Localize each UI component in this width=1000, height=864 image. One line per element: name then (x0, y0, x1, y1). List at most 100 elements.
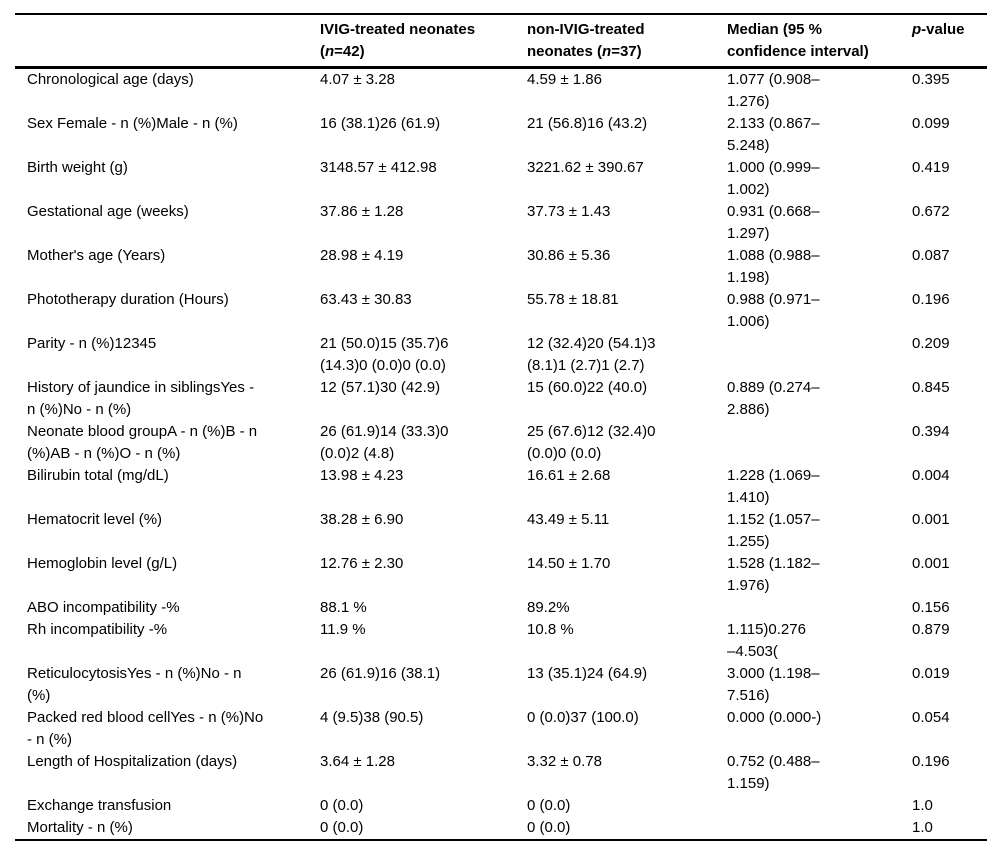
table-row: Chronological age (days) 4.07 ± 3.28 4.59 … (15, 68, 987, 114)
col-p-italic: p (912, 21, 922, 38)
col-p-value: p-value (912, 14, 987, 68)
table-row: History of jaundice in siblingsYes - n (… (15, 377, 987, 421)
cell-ivig: 12.76 ± 2.30 (320, 555, 404, 572)
cell-label: Packed red blood cellYes - n (%)No - n (… (27, 709, 264, 748)
cell-non_ivig: 3.32 ± 0.78 (527, 753, 602, 770)
cell-label: Neonate blood groupA - n (%)B - n (%)AB … (27, 423, 258, 462)
cell-p: 0.394 (912, 423, 950, 440)
cell-ivig: 37.86 ± 1.28 (320, 203, 404, 220)
cell-label: Parity - n (%)12345 (27, 335, 157, 352)
cell-median: 1.115)0.276 –4.503( (727, 621, 806, 660)
cell-ivig: 88.1 % (320, 599, 367, 616)
table-row: Neonate blood groupA - n (%)B - n (%)AB … (15, 421, 987, 465)
col-non-ivig-treated: non-IVIG-treated neonates (n=37) (527, 14, 727, 68)
cell-ivig: 26 (61.9)16 (38.1) (320, 665, 441, 682)
table-row: Mother's age (Years) 28.98 ± 4.19 30.86 ± … (15, 245, 987, 289)
col-non-ivig-text: non-IVIG-treated neonates ( (527, 21, 645, 60)
cell-ivig: 16 (38.1)26 (61.9) (320, 115, 441, 132)
cell-p: 0.395 (912, 71, 950, 88)
cell-ivig: 11.9 % (320, 621, 366, 638)
cell-median: 0.889 (0.274– 2.886) (727, 379, 820, 418)
table-row: ReticulocytosisYes - n (%)No - n (%) 26 (… (15, 663, 987, 707)
table-row: Sex Female - n (%)Male - n (%) 16 (38.1)2… (15, 113, 987, 157)
cell-label: Mother's age (Years) (27, 247, 166, 264)
col-p-suffix: -value (921, 21, 965, 38)
cell-ivig: 26 (61.9)14 (33.3)0 (0.0)2 (4.8) (320, 423, 449, 462)
table-row: Rh incompatibility -% 11.9 % 10.8 % 1.115)0… (15, 619, 987, 663)
cell-ivig: 38.28 ± 6.90 (320, 511, 404, 528)
table-row: Birth weight (g) 3148.57 ± 412.98 3221.62 … (15, 157, 987, 201)
table-row: Exchange transfusion 0 (0.0) 0 (0.0) 1.0 (15, 795, 987, 817)
table-row: Phototherapy duration (Hours) 63.43 ± 30.… (15, 289, 987, 333)
cell-non_ivig: 15 (60.0)22 (40.0) (527, 379, 648, 396)
table-body: Chronological age (days) 4.07 ± 3.28 4.59 … (15, 68, 987, 841)
table-row: Hemoglobin level (g/L) 12.76 ± 2.30 14.50 … (15, 553, 987, 597)
table-row: Parity - n (%)12345 21 (50.0)15 (35.7)6 (… (15, 333, 987, 377)
cell-median: 0.988 (0.971– 1.006) (727, 291, 820, 330)
cell-median: 1.088 (0.988– 1.198) (727, 247, 820, 286)
col-ivig-count: =42) (334, 43, 365, 60)
col-non-ivig-count: =37) (611, 43, 642, 60)
table-row: Gestational age (weeks) 37.86 ± 1.28 37.73… (15, 201, 987, 245)
cell-median (727, 817, 912, 840)
cell-label: Hemoglobin level (g/L) (27, 555, 178, 572)
cell-non_ivig: 37.73 ± 1.43 (527, 203, 611, 220)
table-row: Packed red blood cellYes - n (%)No - n (… (15, 707, 987, 751)
cell-p: 0.019 (912, 665, 950, 682)
table-row: Length of Hospitalization (days) 3.64 ± 1… (15, 751, 987, 795)
cell-ivig: 13.98 ± 4.23 (320, 467, 404, 484)
neonates-comparison-table: IVIG-treated neonates (n=42) non-IVIG-tr… (15, 13, 987, 841)
cell-median (727, 333, 912, 377)
cell-ivig: 28.98 ± 4.19 (320, 247, 404, 264)
cell-ivig: 63.43 ± 30.83 (320, 291, 412, 308)
cell-ivig: 4 (9.5)38 (90.5) (320, 709, 424, 726)
cell-p: 0.209 (912, 335, 950, 352)
cell-ivig: 0 (0.0) (320, 819, 364, 836)
header-row: IVIG-treated neonates (n=42) non-IVIG-tr… (15, 14, 987, 68)
cell-label: Gestational age (weeks) (27, 203, 189, 220)
cell-p: 0.087 (912, 247, 950, 264)
cell-median: 3.000 (1.198– 7.516) (727, 665, 820, 704)
cell-label: Exchange transfusion (27, 797, 172, 814)
cell-non_ivig: 3221.62 ± 390.67 (527, 159, 644, 176)
cell-p: 0.196 (912, 753, 950, 770)
table-header: IVIG-treated neonates (n=42) non-IVIG-tr… (15, 14, 987, 68)
cell-non_ivig: 13 (35.1)24 (64.9) (527, 665, 648, 682)
cell-median (727, 795, 912, 817)
cell-label: Length of Hospitalization (days) (27, 753, 238, 770)
cell-label: Sex Female - n (%)Male - n (%) (27, 115, 238, 132)
cell-median: 0.931 (0.668– 1.297) (727, 203, 820, 242)
cell-label: ReticulocytosisYes - n (%)No - n (%) (27, 665, 242, 704)
cell-median: 0.000 (0.000-) (727, 709, 822, 726)
cell-non_ivig: 0 (0.0)37 (100.0) (527, 709, 639, 726)
cell-p: 0.196 (912, 291, 950, 308)
cell-p: 1.0 (912, 797, 933, 814)
cell-non_ivig: 21 (56.8)16 (43.2) (527, 115, 648, 132)
cell-p: 0.099 (912, 115, 950, 132)
col-characteristic (15, 14, 320, 68)
cell-median: 1.077 (0.908– 1.276) (727, 71, 820, 110)
table-row: Mortality - n (%) 0 (0.0) 0 (0.0) 1.0 (15, 817, 987, 840)
cell-label: Chronological age (days) (27, 71, 194, 88)
cell-non_ivig: 30.86 ± 5.36 (527, 247, 611, 264)
table-row: ABO incompatibility -% 88.1 % 89.2% 0.156 (15, 597, 987, 619)
cell-ivig: 4.07 ± 3.28 (320, 71, 395, 88)
cell-non_ivig: 14.50 ± 1.70 (527, 555, 611, 572)
cell-non_ivig: 12 (32.4)20 (54.1)3 (8.1)1 (2.7)1 (2.7) (527, 335, 656, 374)
cell-non_ivig: 0 (0.0) (527, 819, 571, 836)
cell-median: 1.000 (0.999– 1.002) (727, 159, 820, 198)
cell-p: 1.0 (912, 819, 933, 836)
cell-median (727, 421, 912, 465)
cell-non_ivig: 25 (67.6)12 (32.4)0 (0.0)0 (0.0) (527, 423, 656, 462)
col-ivig-n-italic: n (325, 43, 335, 60)
cell-p: 0.845 (912, 379, 950, 396)
cell-non_ivig: 4.59 ± 1.86 (527, 71, 602, 88)
cell-non_ivig: 55.78 ± 18.81 (527, 291, 619, 308)
cell-p: 0.156 (912, 599, 950, 616)
table-row: Bilirubin total (mg/dL) 13.98 ± 4.23 16.61… (15, 465, 987, 509)
cell-label: History of jaundice in siblingsYes - n (… (27, 379, 255, 418)
comparison-table-wrap: IVIG-treated neonates (n=42) non-IVIG-tr… (15, 13, 987, 841)
col-ivig-text: IVIG-treated neonates ( (320, 21, 476, 60)
cell-ivig: 21 (50.0)15 (35.7)6 (14.3)0 (0.0)0 (0.0) (320, 335, 449, 374)
cell-p: 0.001 (912, 511, 950, 528)
